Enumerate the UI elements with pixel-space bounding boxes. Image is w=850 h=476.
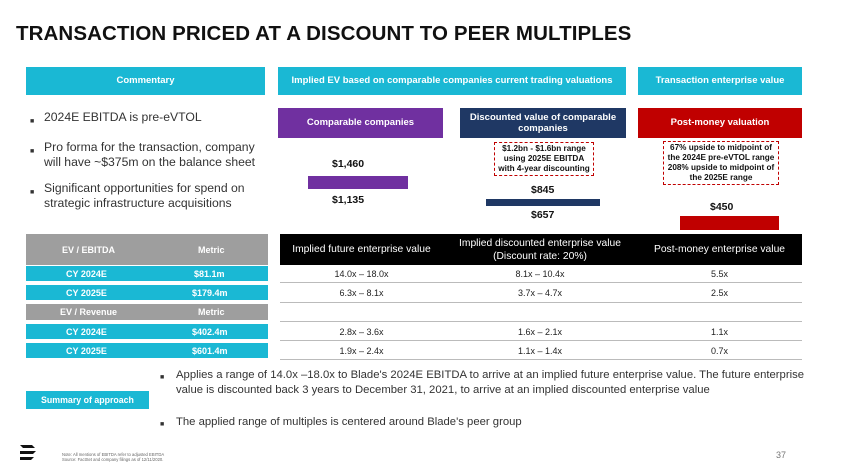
commentary-bullet: ■ 2024E EBITDA is pre-eVTOL [30, 110, 270, 129]
row-divider [280, 321, 802, 322]
transaction-ev-header: Transaction enterprise value [638, 67, 802, 95]
bullet-icon: ■ [160, 421, 165, 428]
comp-high-label: $1,460 [332, 158, 365, 170]
table-cell: 2.5x [710, 287, 728, 298]
table-row-label: CY 2024E $402.4m [26, 324, 268, 339]
table-cell: 6.3x – 8.1x [339, 287, 384, 298]
table-cell: 1.6x – 2.1x [517, 326, 563, 337]
discounted-range-bar [486, 199, 600, 206]
discounted-callout: $1.2bn - $1.6bn range using 2025E EBITDA… [494, 142, 594, 176]
metric-label: Metric [198, 307, 225, 317]
post-money-label: $450 [710, 201, 734, 213]
table-row-label: CY 2024E $81.1m [26, 266, 268, 281]
column-header: Implied future enterprise value [292, 244, 431, 255]
post-money-bar [680, 216, 779, 230]
bullet-icon: ■ [30, 189, 35, 196]
disc-high-label: $845 [531, 184, 555, 196]
commentary-header: Commentary [26, 67, 265, 95]
summary-bullet: ■ Applies a range of 14.0x –18.0x to Bla… [160, 369, 805, 396]
table-row-label: CY 2025E $601.4m [26, 343, 268, 358]
table-cell: 2.8x – 3.6x [339, 326, 384, 337]
footnote: Note: All mentions of EBITDA refer to ad… [62, 452, 165, 462]
summary-bullet: ■ The applied range of multiples is cent… [160, 415, 810, 433]
commentary-bullet: ■ Pro forma for the transaction, company … [30, 140, 256, 169]
row-divider [280, 359, 802, 360]
group-name: EV / EBITDA [62, 244, 116, 255]
post-money-header: Post-money valuation [638, 108, 802, 138]
column-header: Post-money enterprise value [653, 244, 786, 255]
comparable-companies-header: Comparable companies [278, 108, 443, 138]
commentary-bullets: ■ 2024E EBITDA is pre-eVTOL ■ Pro forma fo… [30, 110, 270, 222]
column-header: Implied discounted enterprise value (Dis… [459, 237, 621, 262]
table-cell: 3.7x – 4.7x [517, 287, 563, 298]
bullet-icon: ■ [160, 374, 165, 381]
metric-label: Metric [198, 244, 225, 255]
ev-revenue-group-header: EV / Revenue Metric [26, 304, 268, 320]
table-cell: 14.0x – 18.0x [334, 268, 389, 279]
row-divider [280, 340, 802, 341]
blade-logo-icon [20, 445, 36, 460]
summary-of-approach-label: Summary of approach [26, 391, 149, 409]
table-cell: 5.5x [710, 268, 728, 279]
table-cell: 1.9x – 2.4x [339, 345, 384, 356]
table-row-label: CY 2025E $179.4m [26, 285, 268, 300]
bullet-icon: ■ [30, 118, 35, 125]
table-column-headers: Implied future enterprise value Implied … [280, 234, 802, 265]
group-name: EV / Revenue [60, 307, 118, 317]
row-divider [280, 282, 802, 283]
implied-ev-header: Implied EV based on comparable companies… [278, 67, 626, 95]
discounted-value-header: Discounted value of comparable companies [460, 108, 626, 138]
table-cell: 1.1x [710, 326, 728, 337]
post-money-callout: 67% upside to midpoint of the 2024E pre-… [663, 141, 779, 185]
commentary-bullet: ■ Significant opportunities for spend on … [30, 181, 245, 210]
table-cell: 0.7x [710, 345, 728, 356]
page-title: TRANSACTION PRICED AT A DISCOUNT TO PEER… [16, 22, 632, 45]
comparable-range-bar [308, 176, 408, 189]
page-number: 37 [776, 450, 787, 460]
table-cell: 1.1x – 1.4x [517, 345, 563, 356]
bullet-icon: ■ [30, 148, 35, 155]
row-divider [280, 302, 802, 303]
table-cell: 8.1x – 10.4x [515, 268, 565, 279]
comp-low-label: $1,135 [332, 194, 365, 206]
disc-low-label: $657 [531, 209, 555, 221]
ev-ebitda-group-header: EV / EBITDA Metric [26, 234, 268, 265]
